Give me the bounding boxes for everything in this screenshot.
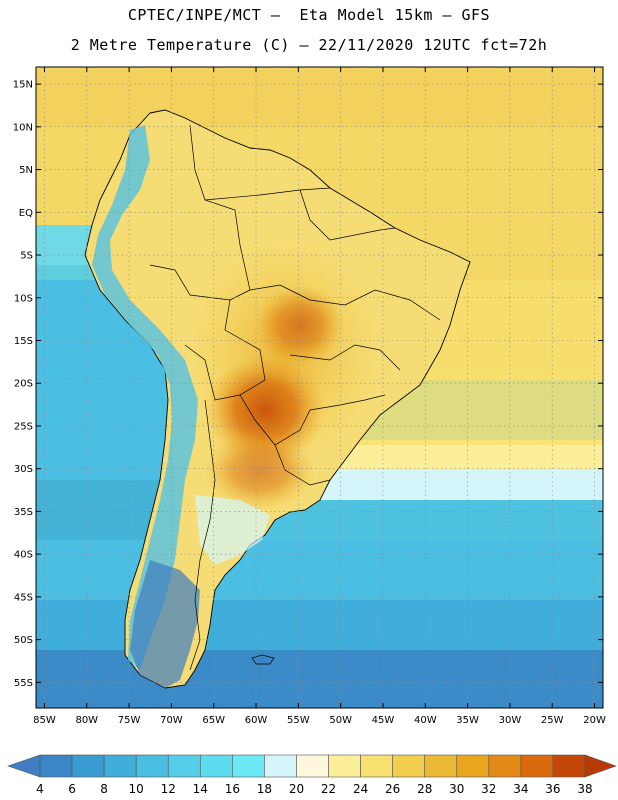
colorbar-swatch — [392, 754, 426, 778]
lon-label: 70W — [160, 715, 183, 726]
colorbar-label: 22 — [321, 782, 336, 796]
colorbar-swatch — [328, 754, 361, 778]
lat-label: 10N — [13, 122, 33, 133]
country-borders — [149, 124, 441, 671]
colorbar-label: 32 — [481, 782, 496, 796]
colorbar-swatch — [456, 754, 490, 778]
colorbar-swatch — [296, 754, 329, 778]
lat-label: 5N — [19, 165, 33, 176]
lon-label: 35W — [456, 715, 479, 726]
colorbar-swatch — [264, 754, 297, 778]
lat-label: 50S — [14, 635, 33, 646]
chart-subtitle: 2 Metre Temperature (C) – 22/11/2020 12U… — [70, 36, 548, 54]
colorbar-label: 26 — [385, 782, 400, 796]
ocean-band-caribbean — [36, 67, 603, 127]
ocean-band-mid-south — [36, 540, 603, 600]
lat-label: 15N — [13, 80, 33, 91]
lon-label: 55W — [287, 715, 310, 726]
lat-label: 35S — [14, 507, 33, 518]
lon-label: 65W — [202, 715, 225, 726]
lat-label: 10S — [14, 293, 33, 304]
patagonia-cool — [130, 560, 200, 688]
colorbar-label: 28 — [417, 782, 432, 796]
colorbar: 4 6 8 10 12 14 16 18 20 22 24 26 28 30 32 34 36 38 — [7, 754, 617, 796]
lon-label: 45W — [372, 715, 395, 726]
lon-label: 75W — [118, 715, 141, 726]
ocean-band-atlantic-mild — [300, 470, 603, 500]
colorbar-label: 4 — [36, 782, 44, 796]
colorbar-swatch — [488, 754, 522, 778]
colorbar-swatch — [360, 754, 393, 778]
colorbar-swatch — [71, 754, 105, 778]
colorbar-label: 36 — [545, 782, 560, 796]
lat-label: 55S — [14, 678, 33, 689]
colorbar-label: 14 — [193, 782, 208, 796]
colorbar-swatch — [103, 754, 137, 778]
colorbar-swatch — [199, 754, 233, 778]
colorbar-label: 18 — [257, 782, 272, 796]
longitude-axis: 85W 80W 75W 70W 65W 60W 55W 50W 45W 40W 35W 30W 25W 2… — [33, 67, 606, 726]
map-field — [36, 67, 603, 708]
ocean-band-polar — [36, 650, 603, 708]
colorbar-swatch — [520, 754, 554, 778]
hot-core-mato-grosso — [255, 285, 345, 365]
lon-label: 40W — [414, 715, 437, 726]
hot-core-argentina — [205, 430, 315, 510]
colorbar-high-arrow — [584, 754, 617, 778]
latitude-axis: 15N 10N 5N EQ 5S 10S 15S 20S 25S 30S 35S 40S 45S 50S 5… — [13, 80, 603, 689]
colorbar-swatch — [39, 754, 73, 778]
lat-label: 30S — [14, 464, 33, 475]
lat-label: 45S — [14, 592, 33, 603]
colorbar-label: 38 — [577, 782, 592, 796]
falkland-islands — [251, 654, 275, 665]
colorbar-swatch — [424, 754, 458, 778]
lon-label: 85W — [33, 715, 56, 726]
lon-label: 20W — [583, 715, 606, 726]
colorbar-low-arrow — [7, 754, 41, 778]
colorbar-label: 30 — [449, 782, 464, 796]
lon-label: 80W — [75, 715, 98, 726]
lat-label: 20S — [14, 379, 33, 390]
lat-label: 40S — [14, 550, 33, 561]
lat-label: 15S — [14, 336, 33, 347]
ocean-band-far-south — [36, 600, 603, 650]
andes-cool-strip — [92, 125, 198, 670]
colorbar-label: 8 — [100, 782, 108, 796]
lon-label: 50W — [329, 715, 352, 726]
lon-label: 30W — [499, 715, 522, 726]
map-frame — [35, 66, 604, 709]
lat-label: EQ — [19, 208, 33, 219]
colorbar-swatch — [232, 754, 265, 778]
lat-label: 25S — [14, 421, 33, 432]
graticule — [36, 67, 603, 708]
lat-label: 5S — [20, 251, 33, 262]
colorbar-label: 34 — [513, 782, 528, 796]
colorbar-label: 20 — [289, 782, 304, 796]
colorbar-label: 6 — [68, 782, 76, 796]
colorbar-label: 10 — [129, 782, 144, 796]
colorbar-label: 24 — [353, 782, 368, 796]
colorbar-swatch — [167, 754, 201, 778]
colorbar-label: 12 — [161, 782, 176, 796]
colorbar-label: 16 — [225, 782, 240, 796]
colorbar-swatch — [552, 754, 586, 778]
chart-title: CPTEC/INPE/MCT – Eta Model 15km – GFS — [127, 6, 491, 24]
lon-label: 60W — [245, 715, 268, 726]
lon-label: 25W — [541, 715, 564, 726]
colorbar-swatch — [135, 754, 169, 778]
